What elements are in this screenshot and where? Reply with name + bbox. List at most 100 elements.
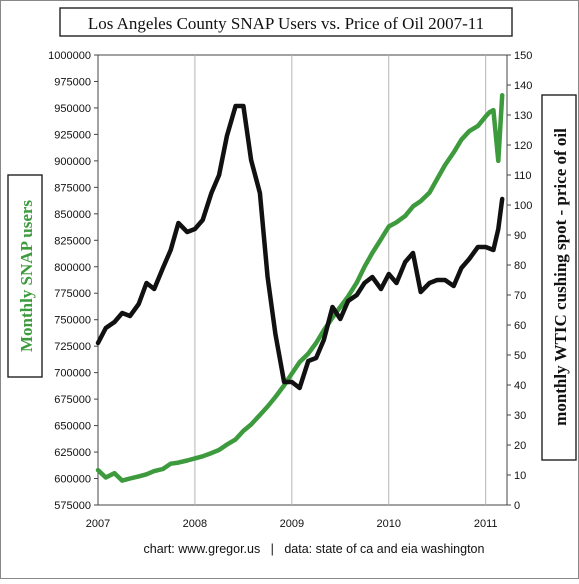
left-tick-label: 975000 [54, 76, 91, 88]
snap-users-point [113, 472, 116, 475]
right-tick-label: 90 [514, 230, 526, 242]
oil-price-point [137, 303, 140, 305]
oil-price-point [388, 273, 390, 275]
oil-price-point [452, 285, 455, 287]
left-tick-label: 725000 [54, 341, 91, 353]
oil-price-point [274, 333, 277, 335]
snap-users-point [234, 438, 237, 441]
snap-users-point [291, 372, 293, 375]
left-tick-label: 775000 [54, 288, 91, 300]
snap-users-point [242, 430, 245, 432]
oil-price-point [250, 159, 252, 161]
snap-users-point [201, 455, 204, 458]
snap-users-point [186, 459, 188, 462]
left-tick-label: 950000 [54, 103, 91, 115]
oil-price-point [201, 219, 204, 221]
left-tick-label: 625000 [54, 447, 91, 459]
snap-users-point [388, 225, 390, 228]
oil-price-point [395, 282, 398, 284]
snap-users-point [347, 295, 349, 298]
oil-price-point [323, 339, 325, 341]
snap-users-point [460, 138, 463, 141]
snap-users-point [177, 461, 180, 464]
oil-price-point [468, 258, 471, 260]
oil-price-point [186, 231, 188, 233]
snap-users-point [444, 164, 446, 166]
oil-price-point [298, 387, 301, 389]
snap-users-point [153, 470, 155, 472]
snap-users-point [484, 115, 487, 118]
oil-price-point [177, 222, 180, 224]
snap-users-point [477, 125, 479, 127]
oil-price-point [218, 174, 220, 176]
snap-users-point [419, 200, 422, 202]
snap-users-point [283, 384, 285, 387]
x-tick-label: 2009 [280, 518, 304, 530]
snap-users-point [105, 476, 107, 479]
left-axis-label: Monthly SNAP users [17, 200, 36, 352]
snap-users-point [436, 178, 439, 180]
oil-price-point [162, 267, 164, 269]
right-tick-label: 50 [514, 350, 526, 362]
right-axis-label-box [541, 94, 577, 461]
oil-price-point [145, 282, 148, 284]
x-tick-label: 2007 [86, 518, 110, 530]
snap-users-point [97, 469, 99, 471]
snap-users-point [452, 151, 455, 154]
snap-users-point [226, 443, 228, 446]
snap-users-point [250, 423, 252, 426]
right-tick-label: 30 [514, 410, 526, 422]
oil-price-point [347, 300, 349, 302]
oil-price-point [234, 105, 237, 107]
x-tick-label: 2008 [183, 518, 207, 530]
right-tick-label: 10 [514, 470, 526, 482]
oil-price-point [501, 198, 504, 200]
oil-price-point [113, 321, 116, 323]
oil-price-point [404, 261, 407, 263]
snap-users-point [218, 449, 220, 451]
oil-price-point [428, 282, 431, 284]
left-tick-label: 925000 [54, 129, 91, 141]
snap-users-point [363, 266, 366, 268]
oil-price-point [105, 327, 107, 329]
chart-title: Los Angeles County SNAP Users vs. Price … [88, 14, 484, 33]
oil-price-point [492, 249, 495, 251]
oil-price-point [283, 381, 285, 383]
snap-users-point [298, 361, 301, 363]
right-tick-label: 70 [514, 290, 526, 302]
series-layer [95, 92, 505, 483]
x-axis-ticks: 2007 2008 2009 2010 2011 [86, 518, 498, 530]
snap-users-point [356, 281, 358, 284]
right-tick-label: 130 [514, 110, 532, 122]
right-tick-label: 80 [514, 260, 526, 272]
snap-users-point [194, 457, 196, 460]
oil-price-point [259, 192, 261, 194]
oil-price-point [153, 288, 155, 290]
snap-users-point [395, 221, 398, 224]
left-tick-label: 1000000 [48, 50, 91, 62]
left-tick-label: 600000 [54, 474, 91, 486]
right-axis-ticks: 0 10 20 30 40 50 60 70 80 90 100 110 120 130 140 150 [507, 50, 532, 512]
right-tick-label: 60 [514, 320, 526, 332]
oil-price-line [95, 103, 505, 391]
oil-price-point [210, 192, 213, 194]
snap-users-point [371, 252, 374, 254]
snap-users-point [428, 191, 431, 194]
snap-users-point [162, 468, 164, 470]
oil-price-point [121, 312, 123, 314]
right-tick-label: 20 [514, 440, 526, 452]
left-tick-label: 575000 [54, 500, 91, 512]
chart-credit: chart: www.gregor.us | data: state of ca… [144, 542, 485, 556]
snap-users-point [129, 477, 131, 480]
snap-users-point [412, 205, 414, 208]
right-tick-label: 100 [514, 200, 532, 212]
oil-price-point [97, 342, 99, 344]
title-box [59, 7, 513, 37]
left-tick-label: 700000 [54, 368, 91, 380]
oil-price-point [371, 276, 374, 278]
right-axis-label: monthly WTIC cushing spot - price of oil [551, 128, 570, 426]
left-tick-label: 900000 [54, 156, 91, 168]
gridlines [194, 55, 487, 505]
